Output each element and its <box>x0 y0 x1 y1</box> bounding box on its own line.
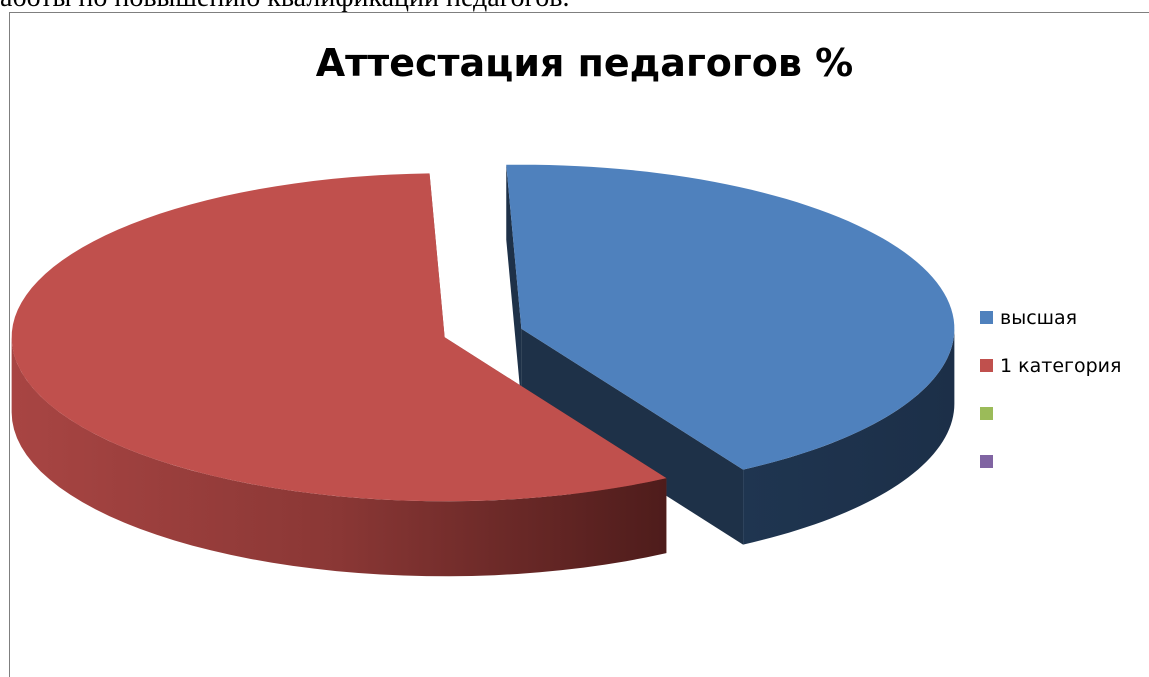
chart-title: Аттестация педагогов % <box>315 41 854 85</box>
legend-swatch <box>980 455 993 468</box>
pie-slice-vysshaya[interactable] <box>506 164 955 470</box>
pie-slice-wall <box>521 328 744 545</box>
legend-swatch <box>980 311 993 324</box>
legend-swatch <box>980 407 993 420</box>
pie-slice-rim <box>11 337 667 577</box>
legend-label: 1 категория <box>1000 355 1122 377</box>
pie-slice-side-0 <box>506 164 955 545</box>
chart-frame[interactable] <box>9 12 1149 677</box>
pie-slice-wall <box>506 164 522 404</box>
pie-slice-kategoriya-1[interactable] <box>11 173 667 502</box>
legend-swatch <box>980 359 993 372</box>
pie-slice-rim <box>743 328 955 545</box>
document-text-line: аботы по повышению квалификации педагого… <box>0 0 570 13</box>
legend-label: высшая <box>1000 307 1078 329</box>
